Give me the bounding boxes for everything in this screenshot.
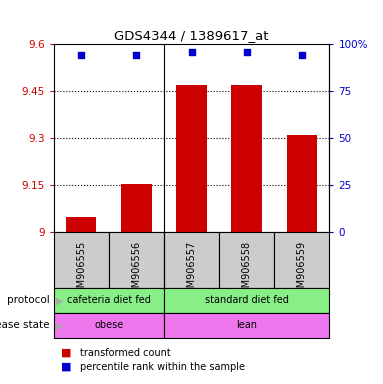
Point	[299, 52, 305, 58]
Bar	[219, 232, 274, 288]
Text: GSM906559: GSM906559	[297, 241, 307, 300]
Bar	[164, 288, 329, 313]
Text: GSM906557: GSM906557	[187, 241, 196, 300]
Text: disease state: disease state	[0, 320, 50, 331]
Text: ■: ■	[61, 362, 72, 372]
Text: standard diet fed: standard diet fed	[205, 295, 288, 306]
Point	[78, 52, 84, 58]
Text: cafeteria diet fed: cafeteria diet fed	[67, 295, 151, 306]
Bar	[231, 85, 262, 232]
Text: ▶: ▶	[56, 320, 63, 331]
Point	[133, 52, 139, 58]
Text: GSM906556: GSM906556	[131, 241, 141, 300]
Bar	[66, 217, 97, 232]
Text: ■: ■	[61, 348, 72, 358]
Text: GSM906555: GSM906555	[76, 241, 86, 300]
Bar	[121, 184, 152, 232]
Bar	[164, 313, 329, 338]
Text: transformed count: transformed count	[80, 348, 171, 358]
Point	[244, 49, 250, 55]
Bar	[164, 232, 219, 288]
Bar	[109, 232, 164, 288]
Bar	[54, 313, 164, 338]
Bar	[54, 232, 109, 288]
Bar	[286, 135, 317, 232]
Text: obese: obese	[94, 320, 123, 331]
Text: lean: lean	[236, 320, 257, 331]
Text: ▶: ▶	[56, 295, 63, 306]
Point	[188, 49, 195, 55]
Bar	[274, 232, 329, 288]
Bar	[176, 85, 207, 232]
Title: GDS4344 / 1389617_at: GDS4344 / 1389617_at	[114, 28, 269, 41]
Text: percentile rank within the sample: percentile rank within the sample	[80, 362, 246, 372]
Text: GSM906558: GSM906558	[242, 241, 252, 300]
Text: protocol: protocol	[7, 295, 50, 306]
Bar	[54, 288, 164, 313]
